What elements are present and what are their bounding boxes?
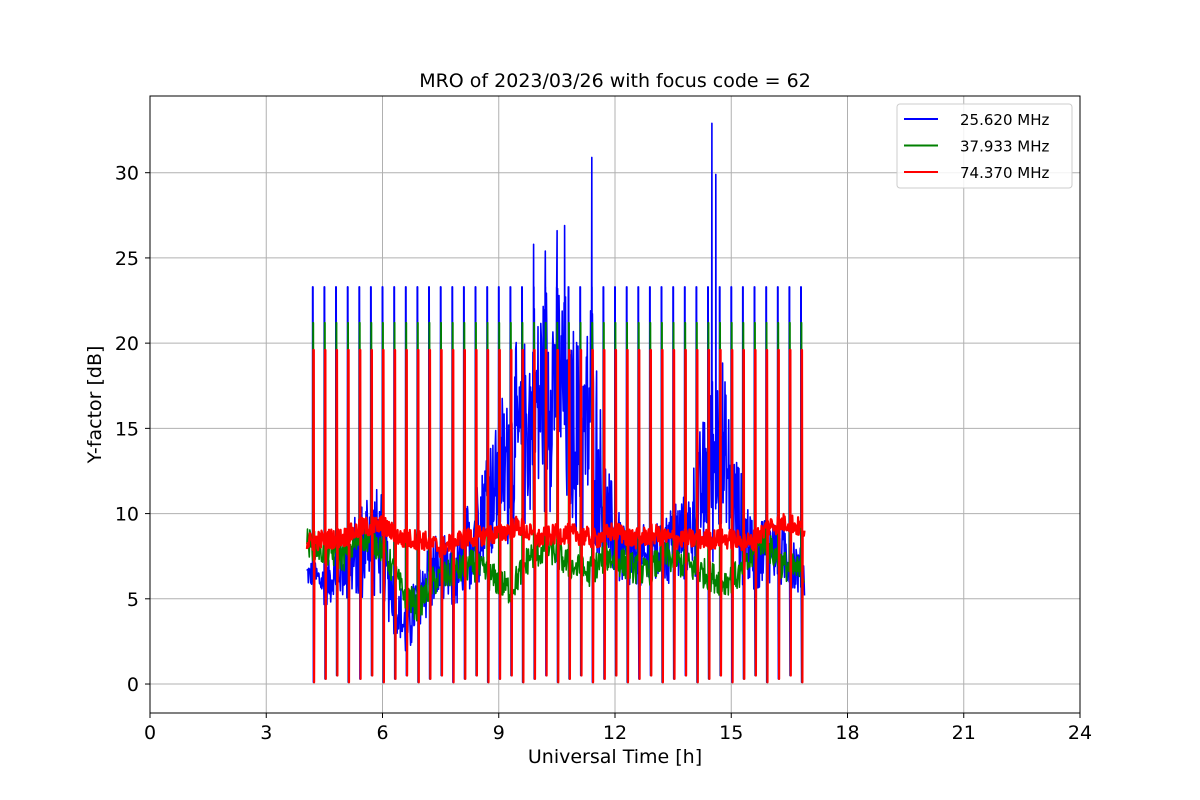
legend-entry: 74.370 MHz [960,164,1049,182]
x-tick-label: 9 [493,722,505,744]
y-axis: 0 5 10 15 20 25 30 [115,163,150,696]
y-tick-label: 10 [115,504,139,526]
x-axis: 0 3 6 9 12 15 18 21 24 [144,713,1092,744]
x-tick-label: 6 [376,722,388,744]
x-tick-label: 15 [719,722,743,744]
x-axis-label: Universal Time [h] [528,746,702,768]
x-tick-label: 12 [603,722,627,744]
chart-title: MRO of 2023/03/26 with focus code = 62 [419,70,811,92]
series-line [305,348,806,684]
x-tick-label: 3 [260,722,272,744]
x-tick-label: 21 [952,722,976,744]
y-tick-label: 0 [127,674,139,696]
plot-lines [305,122,806,684]
x-tick-label: 0 [144,722,156,744]
legend-entry: 25.620 MHz [960,111,1049,129]
y-tick-label: 15 [115,418,139,440]
legend-box [896,103,1073,189]
legend: 25.620 MHz 37.933 MHz 74.370 MHz [896,103,1073,189]
y-axis-label: Y-factor [dB] [84,346,106,465]
legend-entry: 37.933 MHz [960,138,1049,156]
x-tick-label: 18 [835,722,859,744]
y-tick-label: 5 [127,589,139,611]
y-tick-label: 30 [115,163,139,185]
y-tick-label: 20 [115,333,139,355]
y-tick-label: 25 [115,248,139,270]
x-tick-label: 24 [1068,722,1092,744]
